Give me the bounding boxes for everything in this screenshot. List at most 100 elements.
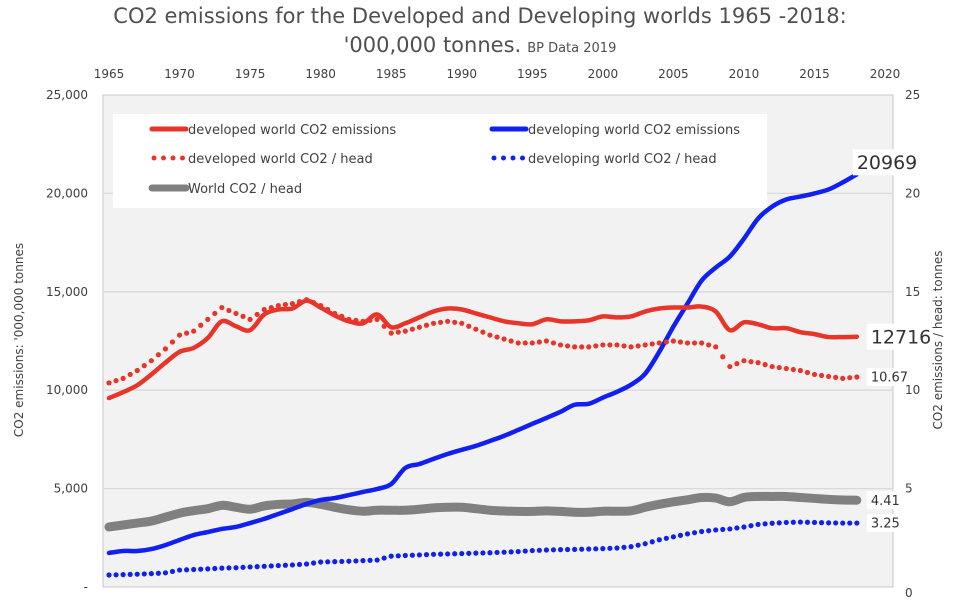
data-point [797, 367, 803, 374]
y-left-tick-label: 25,000 [46, 88, 88, 102]
data-point [310, 560, 317, 566]
data-point [226, 565, 232, 571]
legend-item: developing world CO2 emissions [489, 123, 740, 138]
data-point [318, 559, 324, 565]
data-point [339, 558, 345, 565]
end-labels: 20969 12716 10.67 4.41 3.25 [852, 149, 931, 533]
data-point [176, 332, 183, 338]
legend-label: developed world CO2 / head [188, 152, 373, 167]
data-point [628, 544, 634, 550]
data-point [769, 520, 775, 526]
data-point [586, 344, 592, 350]
data-point [303, 561, 310, 567]
y-right-tick-label: 25 [905, 88, 920, 102]
data-point [261, 563, 267, 569]
data-point [840, 520, 846, 526]
data-point [762, 362, 768, 368]
data-point [494, 334, 500, 340]
y-left-tick-label: 15,000 [46, 285, 88, 299]
data-point [769, 363, 775, 370]
data-point [402, 552, 408, 559]
series-developed-world-co2-emissions [106, 298, 860, 401]
data-point [473, 550, 479, 556]
data-point [184, 330, 190, 336]
data-point [487, 550, 493, 556]
data-point [833, 374, 839, 381]
x-tick-label: 1980 [305, 67, 336, 81]
y-axis-left-ticks: - 5,000 10,000 15,000 20,000 25,000 [46, 88, 88, 594]
data-point [169, 339, 176, 345]
data-point [353, 558, 359, 564]
legend-label: World CO2 / head [188, 182, 302, 197]
data-point [480, 550, 486, 556]
data-point [649, 341, 655, 347]
data-point [804, 519, 811, 525]
data-point [649, 539, 655, 545]
data-point [360, 558, 366, 564]
x-tick-label: 2005 [658, 67, 689, 81]
legend-label: developed world CO2 emissions [188, 123, 396, 138]
data-point [684, 340, 691, 346]
data-point [593, 546, 599, 552]
end-label-box [866, 491, 899, 510]
data-point [275, 562, 281, 569]
data-point [522, 548, 528, 554]
data-point [762, 521, 768, 527]
x-tick-label: 2020 [870, 67, 901, 81]
data-point [748, 523, 754, 529]
data-point [783, 365, 789, 372]
data-point [233, 310, 239, 317]
data-point [797, 519, 803, 525]
data-point [198, 566, 204, 572]
data-point [487, 332, 493, 338]
data-point [854, 374, 860, 380]
legend-item: World CO2 / head [148, 182, 302, 197]
data-point [706, 528, 712, 534]
data-point [663, 535, 669, 541]
data-point [826, 373, 832, 380]
data-point [219, 304, 225, 311]
data-point [254, 311, 260, 318]
legend-marker-dot [501, 155, 506, 161]
data-point [416, 324, 423, 330]
data-point [621, 544, 627, 550]
data-point [727, 526, 733, 532]
data-point [240, 313, 246, 319]
data-point [670, 338, 677, 344]
data-point [684, 531, 691, 537]
data-point [826, 520, 832, 526]
legend-marker-dot [520, 155, 525, 161]
data-point [219, 565, 225, 571]
data-point [240, 564, 246, 570]
legend-item: developed world CO2 emissions [149, 123, 396, 138]
data-point [409, 326, 415, 332]
data-point [854, 520, 860, 526]
data-point [811, 519, 818, 526]
data-point [783, 519, 789, 526]
legend-marker-dot [491, 155, 497, 161]
data-point [833, 520, 839, 526]
data-point [557, 342, 564, 348]
end-label: 4.41 [871, 494, 900, 509]
data-point [452, 319, 458, 325]
data-point [205, 566, 211, 572]
data-point [466, 323, 472, 329]
data-point [734, 361, 740, 367]
chart-title-units: '000,000 tonnes. [343, 33, 522, 57]
y-left-tick-label: 10,000 [46, 383, 88, 397]
x-tick-label: 1965 [94, 67, 125, 81]
y-right-tick-label: 0 [905, 586, 913, 600]
x-tick-label: 1995 [517, 67, 548, 81]
data-point [607, 342, 613, 348]
data-point [437, 319, 444, 325]
series-developing-world-co2-head [106, 519, 860, 578]
data-point [600, 546, 606, 552]
data-point [586, 546, 592, 552]
data-point [127, 371, 133, 378]
data-point [162, 570, 169, 576]
data-point [113, 572, 119, 578]
data-point [706, 342, 712, 348]
data-point [529, 547, 535, 554]
data-point [515, 548, 521, 555]
data-point [445, 318, 451, 324]
